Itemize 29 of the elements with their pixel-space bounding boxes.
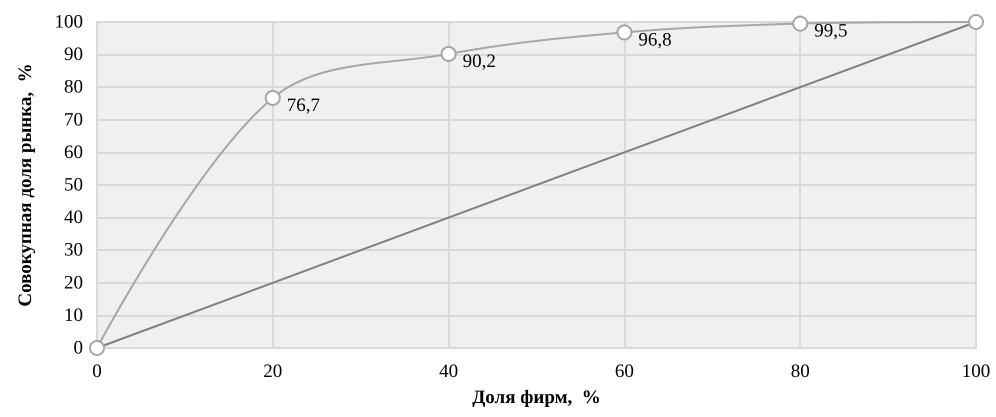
data-label: 90,2 xyxy=(462,50,496,72)
data-label: 99,5 xyxy=(814,20,848,42)
x-tick-label: 100 xyxy=(962,361,990,382)
y-tick-label: 20 xyxy=(64,272,83,294)
y-tick-label: 10 xyxy=(64,304,83,326)
x-tick-label: 20 xyxy=(263,361,282,382)
x-tick-label: 0 xyxy=(92,361,102,382)
y-tick-label: 90 xyxy=(64,44,83,66)
y-tick-label: 30 xyxy=(64,240,83,261)
x-axis-title: Доля фирм, % xyxy=(472,387,601,408)
point xyxy=(440,46,457,62)
y-tick-label: 80 xyxy=(64,76,83,98)
point xyxy=(264,90,281,106)
y-tick-label: 0 xyxy=(74,338,83,358)
data-label: 96,8 xyxy=(638,29,672,50)
y-tick-label: 50 xyxy=(64,174,83,196)
data-label: 76,7 xyxy=(286,94,320,116)
point xyxy=(968,14,984,30)
x-tick-label: 80 xyxy=(790,361,810,382)
y-tick-label: 40 xyxy=(64,207,83,228)
point xyxy=(792,16,808,32)
point xyxy=(616,24,632,40)
x-tick-label: 60 xyxy=(614,361,634,382)
x-tick-label: 40 xyxy=(439,361,458,382)
y-tick-label: 70 xyxy=(64,109,83,130)
point xyxy=(89,340,105,356)
y-tick-label: 60 xyxy=(64,142,83,163)
y-tick-label: 100 xyxy=(54,12,83,32)
y-axis-title: Совокупная доля рынка, % xyxy=(15,63,36,307)
